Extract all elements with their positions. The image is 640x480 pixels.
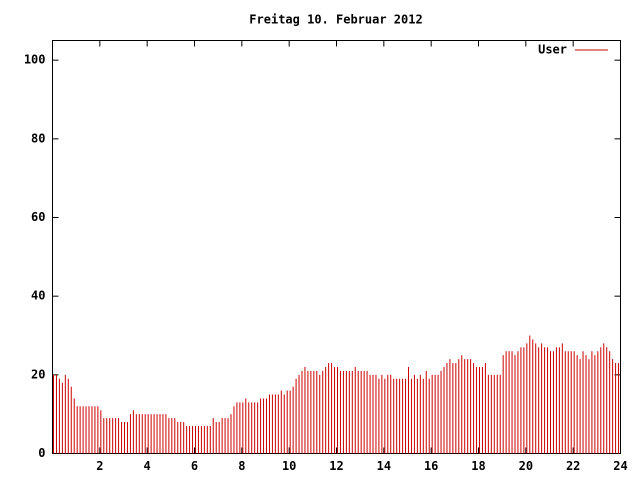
- x-tick-label: 16: [424, 459, 438, 473]
- y-tick-label: 60: [31, 210, 45, 224]
- x-tick-label: 14: [377, 459, 391, 473]
- x-tick-label: 18: [471, 459, 485, 473]
- x-tick-label: 20: [519, 459, 533, 473]
- y-tick-label: 0: [38, 446, 45, 460]
- x-tick-label: 12: [329, 459, 343, 473]
- y-tick-label: 80: [31, 131, 45, 145]
- y-tick-label: 100: [24, 53, 46, 67]
- x-tick-label: 22: [566, 459, 580, 473]
- y-tick-label: 40: [31, 289, 45, 303]
- legend-label: User: [538, 43, 567, 57]
- y-tick-label: 20: [31, 367, 45, 381]
- x-tick-label: 2: [96, 459, 103, 473]
- x-tick-label: 8: [238, 459, 245, 473]
- x-tick-label: 24: [613, 459, 627, 473]
- chart-title: Freitag 10. Februar 2012: [249, 13, 422, 27]
- x-tick-label: 4: [144, 459, 151, 473]
- x-tick-label: 6: [191, 459, 198, 473]
- x-tick-label: 10: [282, 459, 296, 473]
